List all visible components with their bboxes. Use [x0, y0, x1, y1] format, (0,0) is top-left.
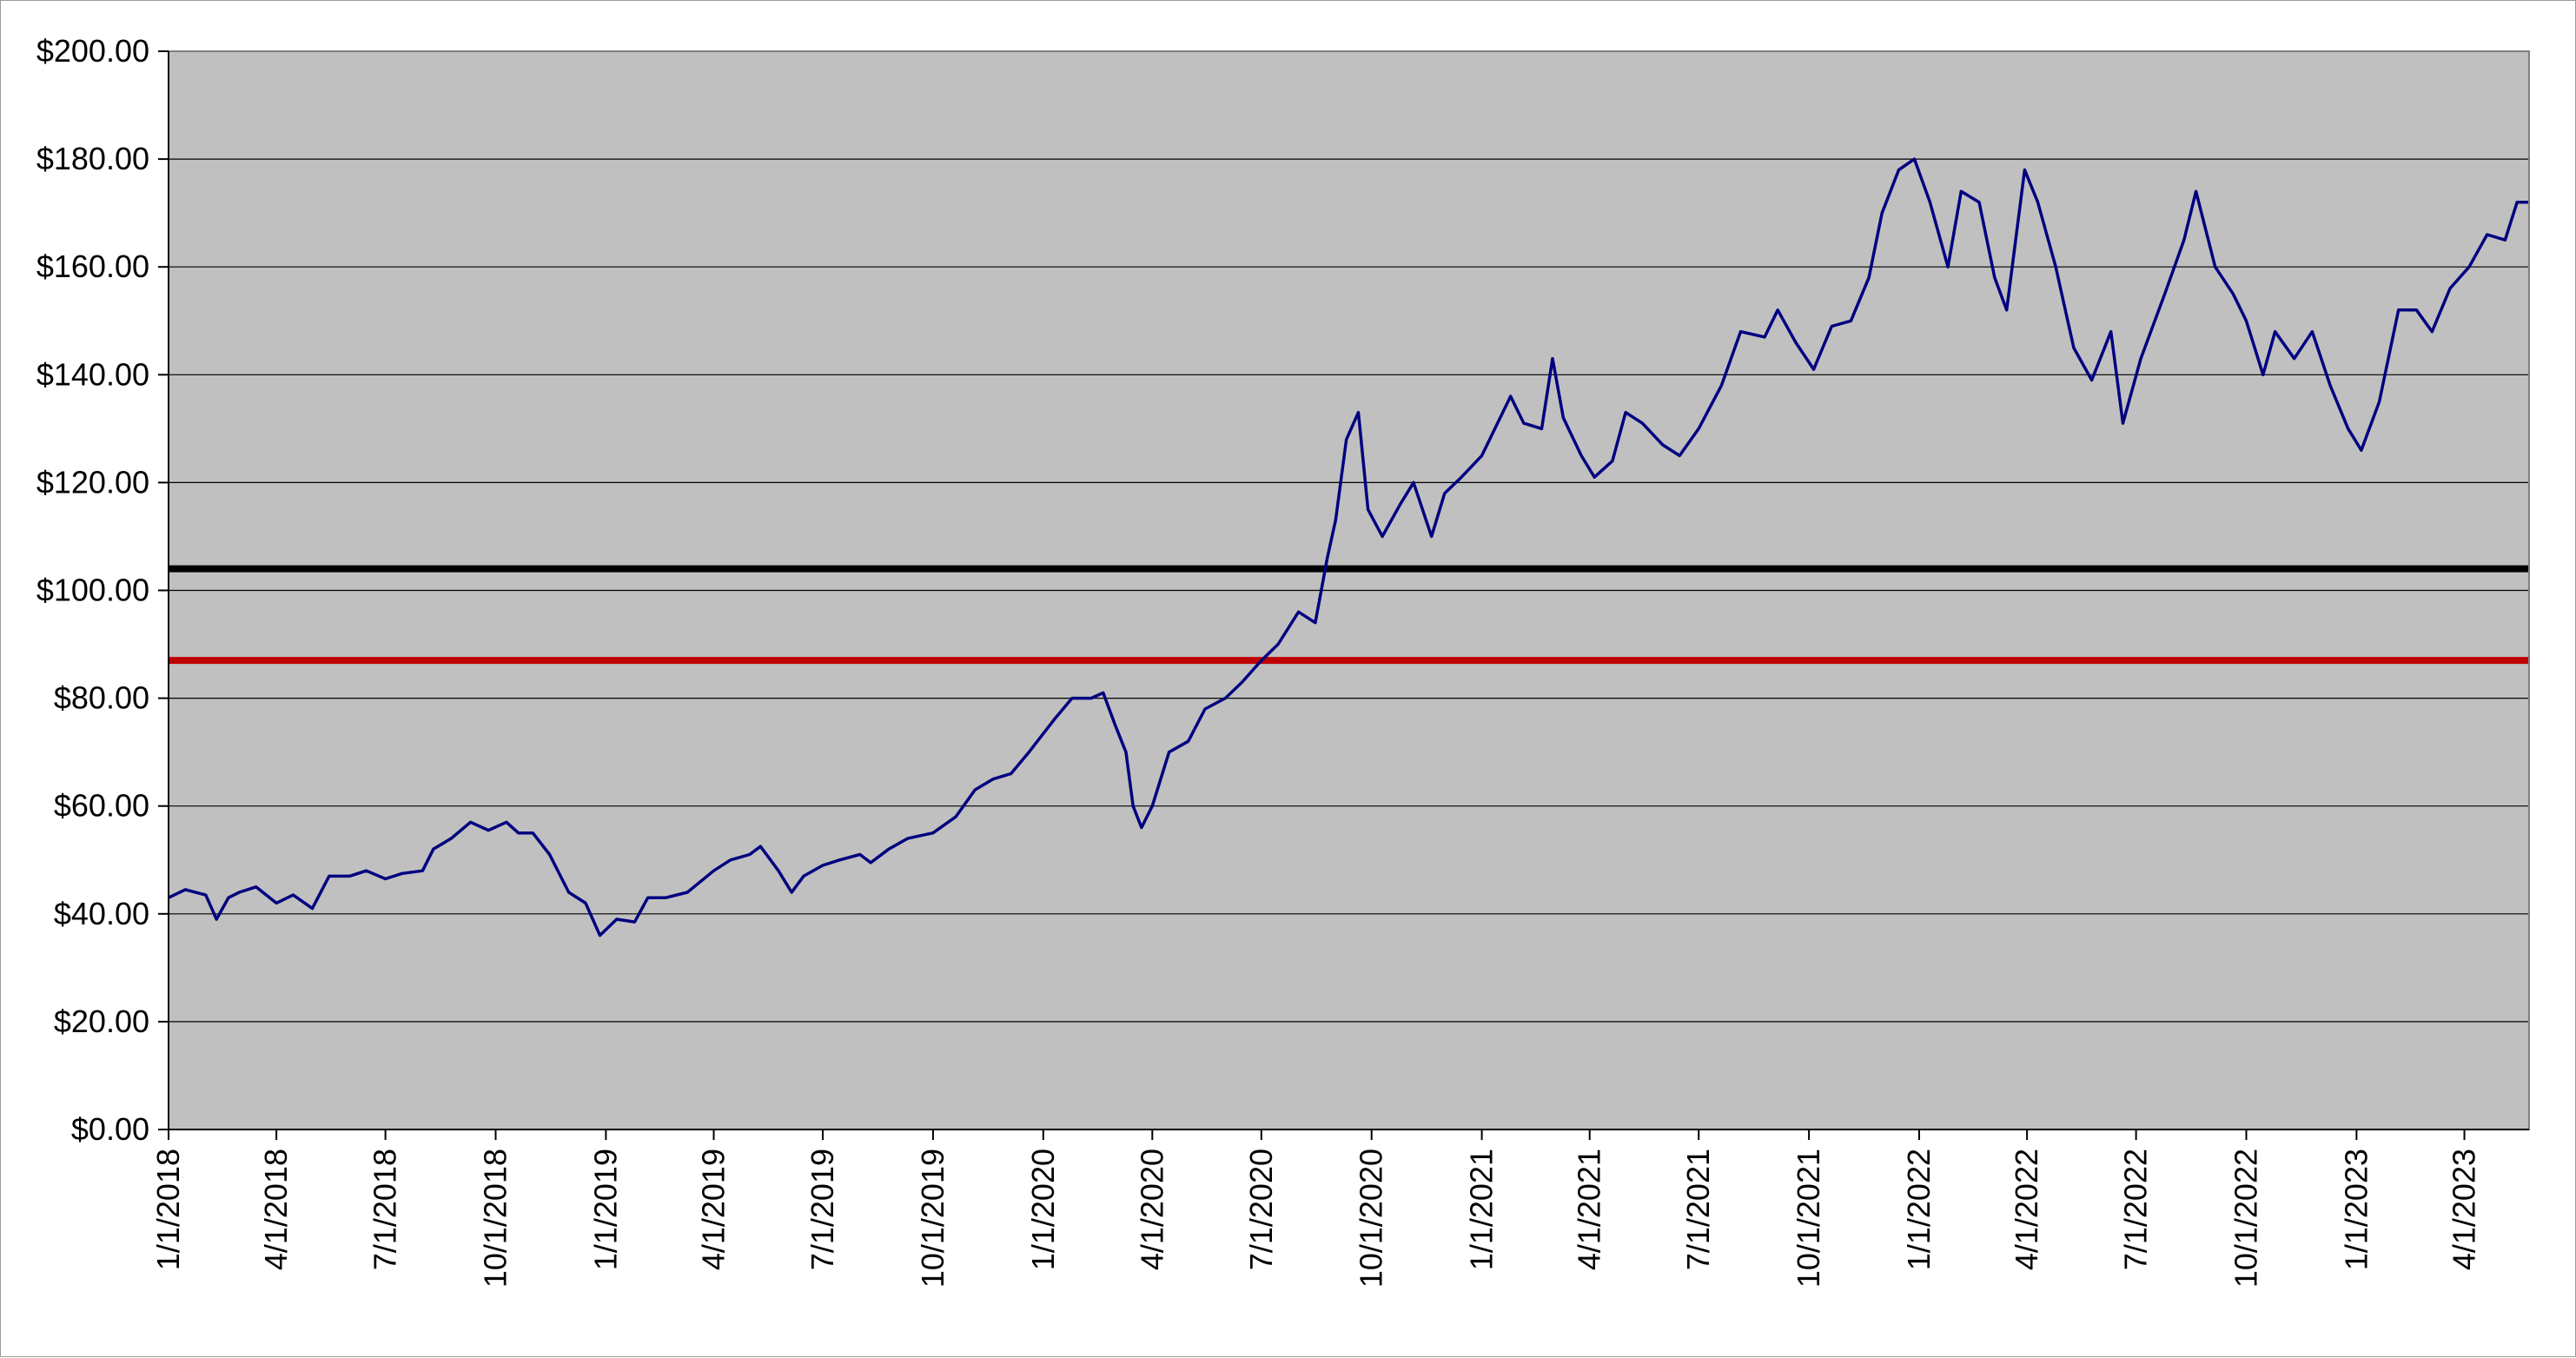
y-tick-label: $80.00	[54, 680, 149, 716]
x-tick-label: 7/1/2022	[2118, 1149, 2154, 1270]
reference-lines	[169, 565, 2529, 665]
x-tick-label: 4/1/2018	[258, 1149, 294, 1270]
x-tick-label: 7/1/2020	[1243, 1149, 1279, 1270]
x-tick-label: 10/1/2022	[2228, 1149, 2264, 1288]
x-tick-label: 10/1/2019	[915, 1149, 950, 1288]
x-tick-label: 4/1/2019	[696, 1149, 732, 1270]
y-tick-label: $40.00	[54, 896, 149, 931]
x-tick-label: 4/1/2021	[1572, 1149, 1607, 1270]
y-tick-label: $160.00	[36, 248, 149, 284]
y-tick-label: $140.00	[36, 356, 149, 392]
y-tick-label: $180.00	[36, 141, 149, 176]
x-tick-label: 1/1/2018	[150, 1149, 186, 1270]
x-tick-label: 4/1/2020	[1134, 1149, 1169, 1270]
x-tick-label: 10/1/2020	[1354, 1149, 1389, 1288]
series-line	[168, 157, 2529, 937]
y-tick-label: $0.00	[71, 1111, 149, 1147]
x-tick-label: 10/1/2018	[478, 1149, 513, 1288]
x-tick-label: 7/1/2019	[805, 1149, 840, 1270]
y-axis-ticks: $0.00 $20.00 $40.00 $60.00 $80.00 $100.00 $120…	[36, 33, 169, 1147]
x-tick-label: 7/1/2018	[368, 1149, 403, 1270]
x-axis-ticks: 1/1/2018 4/1/2018 7/1/2018 10/1/2018 1/1/201…	[150, 1129, 2482, 1288]
x-tick-label: 1/1/2021	[1464, 1149, 1500, 1270]
x-tick-label: 10/1/2021	[1791, 1149, 1826, 1288]
x-tick-label: 4/1/2023	[2447, 1149, 2482, 1270]
x-tick-label: 1/1/2023	[2338, 1149, 2374, 1270]
y-tick-label: $100.00	[36, 573, 149, 608]
x-tick-label: 1/1/2019	[587, 1149, 623, 1270]
x-tick-label: 1/1/2022	[1901, 1149, 1937, 1270]
y-tick-label: $200.00	[36, 33, 149, 69]
x-tick-label: 1/1/2020	[1025, 1149, 1061, 1270]
x-tick-label: 7/1/2021	[1680, 1149, 1716, 1270]
y-tick-label: $20.00	[54, 1004, 149, 1039]
y-tick-label: $60.00	[54, 788, 149, 824]
x-tick-label: 4/1/2022	[2009, 1149, 2044, 1270]
series-layer	[168, 157, 2529, 937]
y-tick-label: $120.00	[36, 464, 149, 500]
